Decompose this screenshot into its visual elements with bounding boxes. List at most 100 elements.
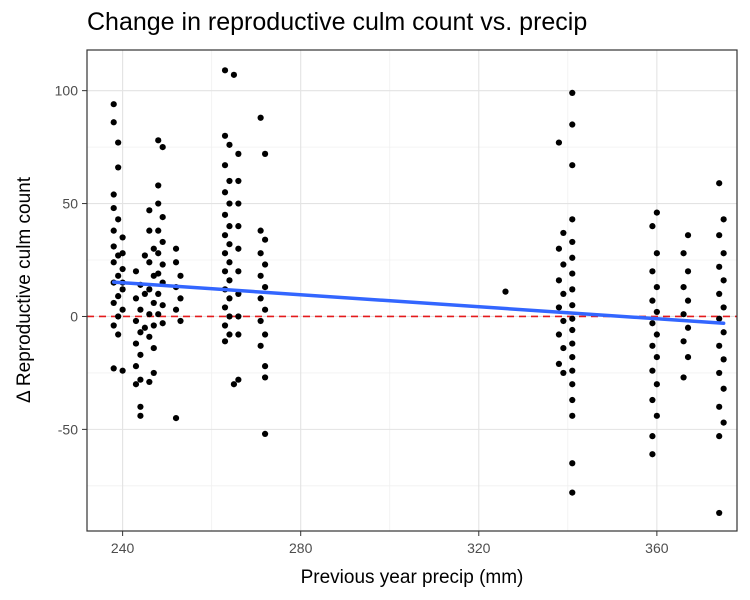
- data-point: [720, 250, 727, 257]
- data-point: [159, 214, 166, 221]
- data-point: [115, 272, 122, 279]
- data-point: [653, 284, 660, 291]
- data-point: [235, 200, 242, 207]
- data-point: [649, 342, 656, 349]
- data-point: [177, 272, 184, 279]
- data-point: [257, 250, 264, 257]
- data-point: [221, 67, 229, 74]
- data-point: [159, 238, 166, 246]
- data-point: [555, 304, 563, 311]
- data-point: [146, 333, 153, 340]
- data-point: [257, 114, 264, 121]
- data-point: [221, 304, 229, 311]
- data-point: [261, 150, 269, 157]
- data-point: [146, 207, 153, 214]
- data-point: [221, 268, 229, 275]
- data-point: [649, 320, 656, 327]
- data-point: [137, 403, 144, 410]
- data-point: [159, 320, 166, 327]
- data-point: [110, 322, 117, 329]
- data-point: [110, 243, 117, 250]
- data-point: [569, 489, 576, 496]
- data-point: [155, 182, 162, 189]
- data-point: [684, 297, 692, 304]
- data-point: [115, 331, 122, 338]
- data-point: [146, 378, 153, 386]
- data-point: [235, 245, 242, 252]
- data-point: [235, 268, 242, 275]
- data-point: [569, 460, 576, 467]
- minor-gridlines: [87, 50, 737, 531]
- y-tick-label: 50: [62, 196, 78, 212]
- data-point: [235, 313, 242, 320]
- data-point: [137, 376, 144, 383]
- data-point: [230, 71, 238, 78]
- data-point: [137, 351, 144, 358]
- data-point: [257, 342, 264, 349]
- data-point: [569, 121, 576, 128]
- data-point: [226, 141, 233, 148]
- x-tick-label: 360: [645, 540, 669, 556]
- data-point: [716, 509, 723, 517]
- data-point: [155, 290, 162, 297]
- data-point: [146, 311, 153, 318]
- y-tick-label: 0: [70, 308, 78, 324]
- data-point: [261, 261, 269, 268]
- data-point: [132, 340, 140, 347]
- data-point: [226, 277, 233, 284]
- data-point: [115, 313, 122, 320]
- regression-line: [111, 280, 726, 325]
- x-tick-label: 240: [111, 540, 135, 556]
- major-gridlines: [87, 50, 737, 531]
- data-point: [110, 299, 117, 307]
- data-point: [137, 412, 144, 419]
- data-point: [155, 270, 162, 277]
- data-point: [680, 311, 687, 318]
- data-point: [720, 304, 727, 311]
- data-point: [720, 356, 727, 363]
- data-point: [555, 245, 563, 252]
- data-point: [110, 191, 117, 198]
- data-point: [146, 286, 153, 293]
- data-point: [569, 381, 576, 388]
- data-point: [235, 177, 242, 185]
- data-point: [653, 331, 660, 338]
- data-point: [261, 236, 269, 243]
- data-point: [684, 232, 692, 239]
- data-point: [155, 200, 162, 207]
- data-point: [226, 259, 233, 266]
- data-point: [119, 250, 126, 257]
- data-point: [569, 412, 576, 419]
- plot-background: [87, 50, 737, 531]
- data-point: [110, 259, 117, 266]
- data-point: [560, 261, 567, 268]
- data-point: [653, 381, 660, 388]
- data-point: [150, 245, 157, 252]
- data-point: [132, 295, 140, 302]
- data-point: [502, 288, 509, 295]
- data-point: [649, 396, 656, 404]
- data-point: [649, 367, 656, 374]
- x-axis-title: Previous year precip (mm): [301, 567, 524, 588]
- data-point: [680, 250, 687, 257]
- data-point: [150, 299, 157, 307]
- data-point: [716, 263, 723, 270]
- data-point: [159, 302, 166, 309]
- data-point: [560, 369, 567, 377]
- data-point: [720, 216, 727, 223]
- x-tick-label: 280: [289, 540, 313, 556]
- chart-title: Change in reproductive culm count vs. pr…: [87, 8, 588, 36]
- data-point: [261, 306, 269, 313]
- data-point: [177, 295, 184, 302]
- data-point: [226, 177, 233, 185]
- data-point: [226, 313, 233, 320]
- data-point: [569, 367, 576, 374]
- data-point: [257, 227, 264, 234]
- data-point: [649, 223, 656, 230]
- data-point: [716, 403, 723, 410]
- data-point: [226, 223, 233, 230]
- data-point: [569, 326, 576, 334]
- data-point: [226, 331, 233, 338]
- data-point: [555, 277, 563, 284]
- data-point: [716, 369, 723, 377]
